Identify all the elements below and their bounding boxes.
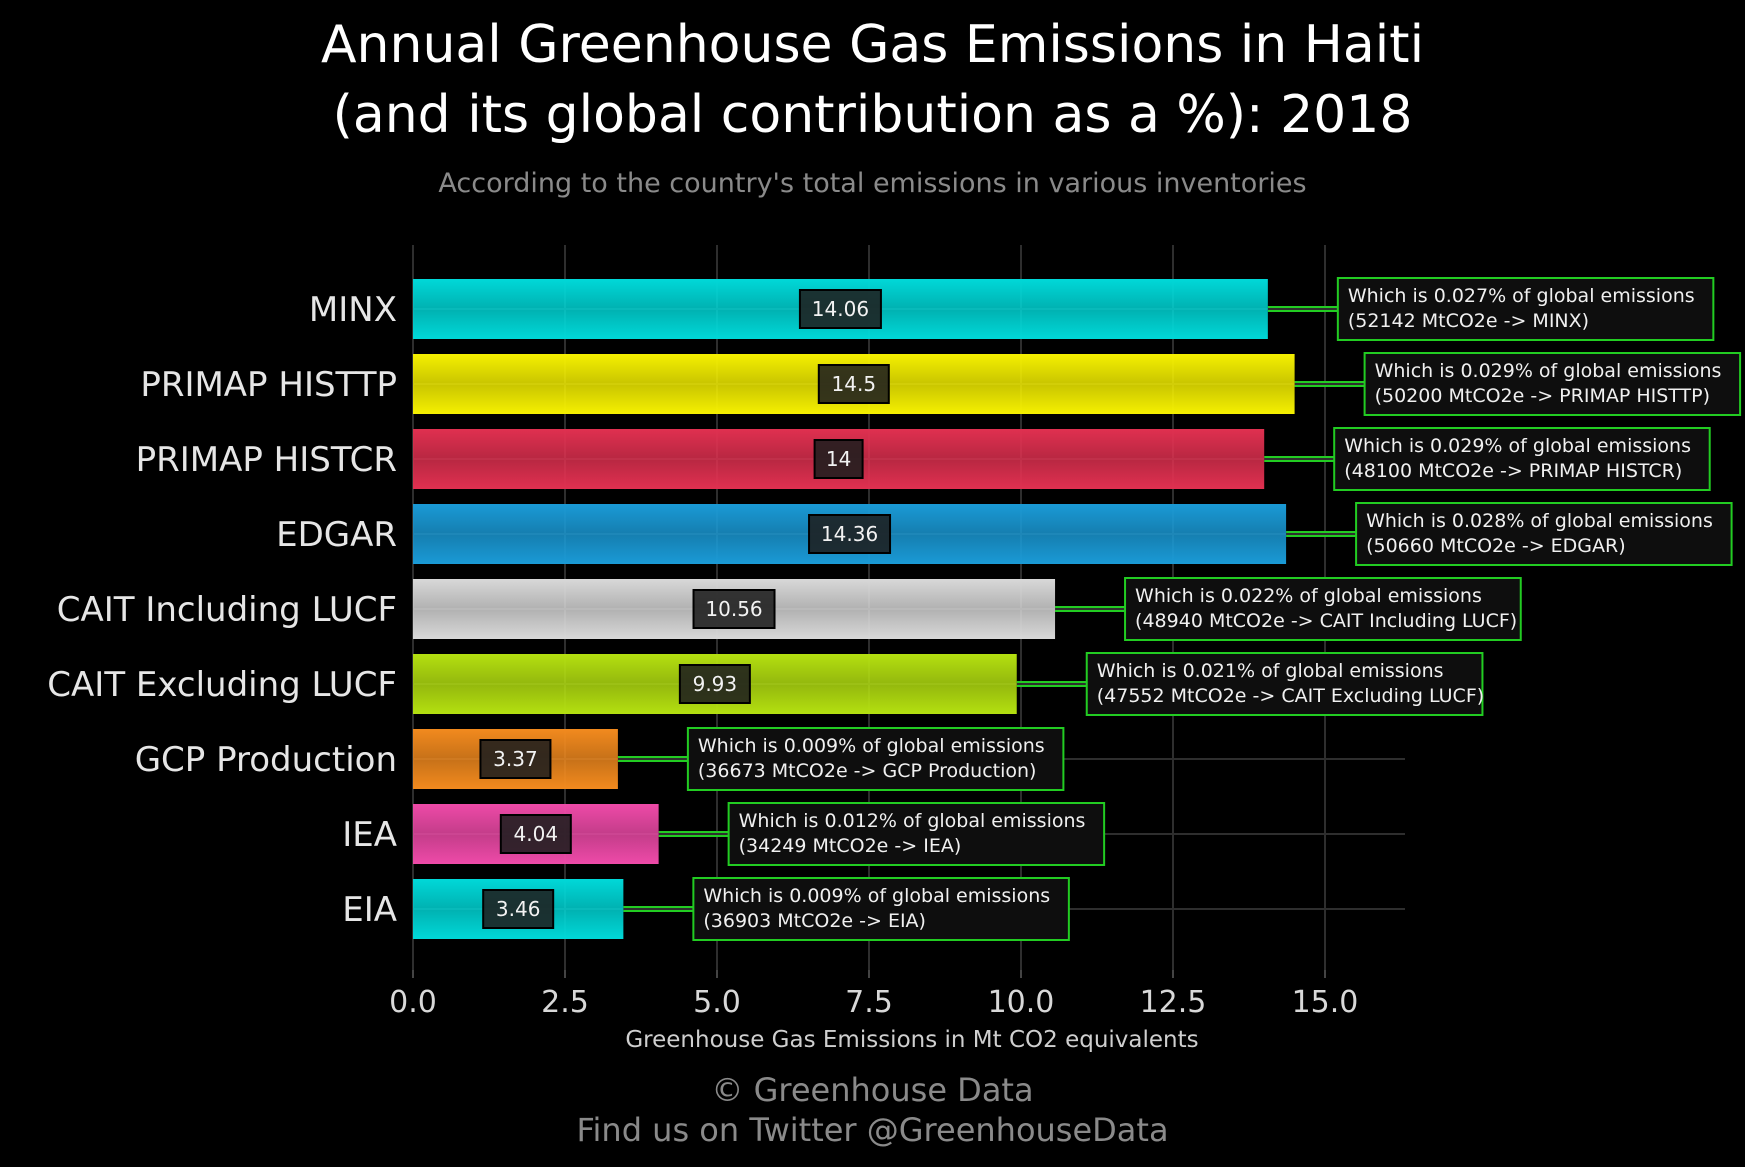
annotation-box [1333, 427, 1711, 491]
annotation-line-1: Which is 0.012% of global emissions [739, 810, 1086, 832]
category-label-gcp-production: GCP Production [135, 740, 397, 780]
chart-title-line-1: Annual Greenhouse Gas Emissions in Haiti [320, 15, 1425, 75]
annotation-line-2: (50200 MtCO2e -> PRIMAP HISTTP) [1375, 385, 1710, 407]
annotation-connectors [617, 306, 1365, 912]
category-label-iea: IEA [342, 815, 397, 855]
value-label-box [479, 739, 552, 779]
annotation-line-2: (48940 MtCO2e -> CAIT Including LUCF) [1135, 610, 1517, 632]
annotation-line-1: Which is 0.029% of global emissions [1375, 360, 1722, 382]
value-label-box [798, 289, 882, 329]
value-labels: 14.06 14.5 14 14.36 10.56 9.93 3.37 4.04 3.46 [479, 289, 892, 929]
x-tick-label: 15.0 [1292, 985, 1359, 1020]
annotation-line-1: Which is 0.021% of global emissions [1097, 660, 1444, 682]
value-label: 14.5 [832, 372, 877, 396]
chart-title-line-2: (and its global contribution as a %): 20… [332, 85, 1413, 145]
x-tick-label: 0.0 [389, 985, 437, 1020]
value-label-box [808, 514, 892, 554]
category-label-eia: EIA [342, 890, 397, 930]
twitter-handle: Find us on Twitter @GreenhouseData [576, 1111, 1169, 1149]
category-label-primap-histtp: PRIMAP HISTTP [140, 365, 397, 405]
value-label: 9.93 [693, 672, 738, 696]
footer-caption: © Greenhouse Data Find us on Twitter @Gr… [0, 1070, 1745, 1150]
category-label-cait-including-lucf: CAIT Including LUCF [57, 590, 397, 630]
value-label-box [817, 364, 890, 404]
annotation-line-2: (48100 MtCO2e -> PRIMAP HISTCR) [1344, 460, 1682, 482]
x-tick-label: 10.0 [988, 985, 1055, 1020]
annotation-line-1: Which is 0.009% of global emissions [698, 735, 1045, 757]
annotation-box [1336, 277, 1715, 341]
category-label-edgar: EDGAR [276, 515, 397, 555]
annotation-box [692, 877, 1070, 941]
value-label: 10.56 [705, 597, 762, 621]
x-tick-label: 5.0 [693, 985, 741, 1020]
value-label: 3.46 [496, 897, 541, 921]
annotation-line-1: Which is 0.022% of global emissions [1135, 585, 1482, 607]
value-label: 14.36 [821, 522, 878, 546]
category-label-primap-histcr: PRIMAP HISTCR [136, 440, 397, 480]
category-label-cait-excluding-lucf: CAIT Excluding LUCF [47, 665, 397, 705]
copyright-text: © Greenhouse Data [711, 1071, 1034, 1109]
category-label-minx: MINX [309, 290, 397, 330]
chart-title: Annual Greenhouse Gas Emissions in Haiti… [0, 10, 1745, 150]
annotation-line-1: Which is 0.009% of global emissions [703, 885, 1050, 907]
annotation-line-2: (36673 MtCO2e -> GCP Production) [698, 760, 1037, 782]
value-label: 14.06 [812, 297, 869, 321]
chart-subtitle: According to the country's total emissio… [438, 168, 1307, 199]
annotation-box [1085, 652, 1484, 716]
annotation-line-2: (34249 MtCO2e -> IEA) [739, 835, 962, 857]
annotation-box [1124, 577, 1522, 641]
value-label-box [692, 589, 776, 629]
x-axis-ticks: 0.0 2.5 5.0 7.5 10.0 12.5 15.0 [389, 970, 1358, 1020]
value-label-box [813, 439, 864, 479]
x-tick-label: 7.5 [845, 985, 893, 1020]
x-tick-label: 2.5 [541, 985, 589, 1020]
value-label: 14 [826, 447, 851, 471]
annotation-line-2: (47552 MtCO2e -> CAIT Excluding LUCF) [1097, 685, 1484, 707]
bar-chart: 0.0 2.5 5.0 7.5 10.0 12.5 15.0 MINX PRIMAP HIST… [47, 245, 1742, 1053]
annotations: Which is 0.027% of global emissions (5214… [686, 277, 1742, 941]
annotation-box [686, 727, 1065, 791]
annotation-line-1: Which is 0.029% of global emissions [1344, 435, 1691, 457]
annotation-line-2: (36903 MtCO2e -> EIA) [703, 910, 926, 932]
y-axis-labels: MINX PRIMAP HISTTP PRIMAP HISTCR EDGAR CAIT … [47, 290, 397, 930]
value-label-box [482, 889, 555, 929]
annotation-line-2: (52142 MtCO2e -> MINX) [1348, 310, 1589, 332]
value-label-box [499, 814, 572, 854]
annotation-box [727, 802, 1106, 866]
x-axis-label: Greenhouse Gas Emissions in Mt CO2 equiv… [625, 1027, 1198, 1053]
annotation-box [1355, 502, 1733, 566]
value-label: 3.37 [493, 747, 538, 771]
annotation-box [1363, 352, 1742, 416]
value-label: 4.04 [514, 822, 559, 846]
annotation-line-2: (50660 MtCO2e -> EDGAR) [1366, 535, 1626, 557]
annotation-line-1: Which is 0.028% of global emissions [1366, 510, 1713, 532]
x-tick-label: 12.5 [1140, 985, 1207, 1020]
value-label-box [678, 664, 751, 704]
annotation-line-1: Which is 0.027% of global emissions [1348, 285, 1695, 307]
